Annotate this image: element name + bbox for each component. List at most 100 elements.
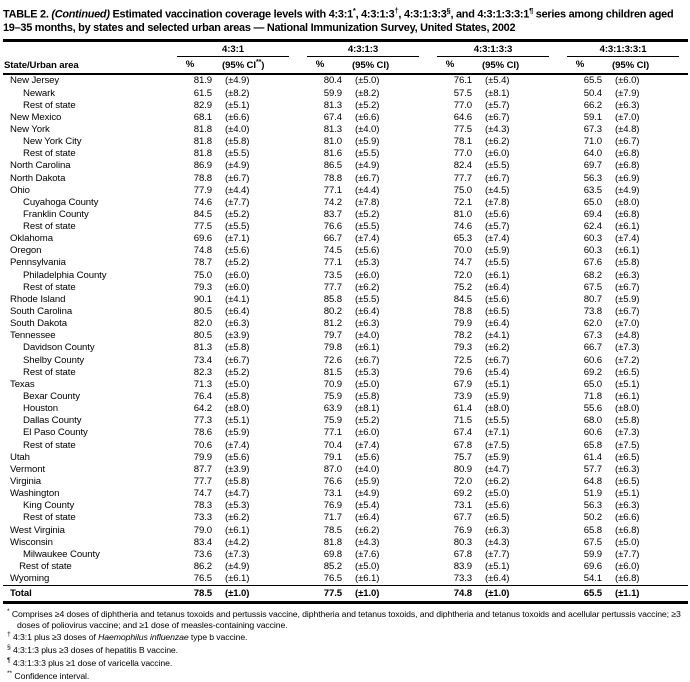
- ci-cell: (±6.4): [355, 306, 380, 318]
- ci-cell: (±8.0): [615, 403, 640, 415]
- pct-cell: 67.5: [583, 536, 603, 548]
- pct-cell: 54.1: [583, 573, 603, 585]
- pct-cell: 65.0: [583, 196, 603, 208]
- ci-cell: (±6.7): [485, 111, 510, 123]
- pct-cell: 67.4: [323, 111, 342, 123]
- pct-cell: 74.5: [323, 245, 342, 257]
- ci-cell: (±7.0): [615, 318, 640, 330]
- area-cell: Rest of state: [23, 221, 76, 233]
- ci-header: (95% CI): [602, 56, 689, 75]
- ci-cell: (±4.7): [485, 463, 510, 475]
- ci-header: (95% CI): [472, 56, 559, 75]
- ci-cell: (±8.0): [485, 403, 510, 415]
- pct-cell: 60.3: [583, 233, 603, 245]
- pct-cell: 76.9: [323, 500, 342, 512]
- ci-cell: (±7.8): [355, 196, 380, 208]
- pct-cell: 71.5: [453, 415, 473, 427]
- pct-cell: 67.3: [583, 330, 603, 342]
- footnote-marker: §: [7, 644, 11, 652]
- ci-cell: (±5.5): [225, 221, 250, 233]
- ci-cell: (±8.2): [225, 87, 250, 99]
- ci-cell: (±5.6): [485, 208, 510, 220]
- pct-cell: 78.6: [193, 427, 212, 439]
- pct-cell: 68.2: [583, 269, 603, 281]
- ci-cell: (±4.9): [225, 75, 250, 87]
- pct-cell: 65.8: [583, 524, 603, 536]
- ci-cell: (±6.4): [355, 512, 380, 524]
- table-row: South Dakota 82.0 (±6.3) 81.2 (±6.3) 79.9 (±6.…: [3, 318, 688, 330]
- pct-cell: 90.1: [193, 293, 212, 305]
- ci-cell: (±5.8): [225, 342, 250, 354]
- pct-cell: 76.5: [193, 573, 212, 585]
- ci-cell: (±5.0): [355, 75, 380, 87]
- pct-cell: 77.0: [453, 148, 473, 160]
- pct-cell: 81.3: [323, 99, 342, 111]
- ci-cell: (±7.8): [485, 196, 510, 208]
- pct-cell: 67.9: [453, 378, 473, 390]
- ci-cell: (±3.9): [225, 330, 250, 342]
- table-body: New Jersey 81.9 (±4.9) 80.4 (±5.0) 76.1 (±5.4)…: [3, 74, 688, 585]
- ci-cell: (±5.9): [485, 451, 510, 463]
- pct-cell: 85.8: [323, 293, 342, 305]
- table-row: Rest of state 82.3 (±5.2) 81.5 (±5.3) 79.6 (±5…: [3, 366, 688, 378]
- pct-cell: 63.9: [323, 403, 342, 415]
- area-cell: Oregon: [10, 245, 42, 257]
- pct-cell: 66.7: [583, 342, 603, 354]
- area-cell: Dallas County: [23, 415, 82, 427]
- pct-cell: 69.4: [583, 208, 603, 220]
- pct-cell: 64.6: [453, 111, 473, 123]
- ci-cell: (±6.7): [615, 281, 640, 293]
- pct-cell: 77.1: [323, 427, 342, 439]
- ci-cell: (±8.0): [225, 403, 250, 415]
- pct-header: %: [168, 56, 212, 75]
- ci-cell: (±6.0): [615, 75, 640, 87]
- ci-cell: (±6.5): [615, 451, 640, 463]
- pct-cell: 80.7: [583, 293, 603, 305]
- pct-cell: 62.4: [583, 221, 603, 233]
- pct-cell: 80.4: [323, 75, 342, 87]
- ci-cell: (±5.1): [485, 561, 510, 572]
- table-row: Rest of state 86.2 (±4.9) 85.2 (±5.0) 83.9 (±5…: [3, 560, 688, 572]
- pct-cell: 81.0: [323, 136, 342, 148]
- table-row: North Dakota 78.8 (±6.7) 78.8 (±6.7) 77.7 (±6.…: [3, 172, 688, 184]
- ci-cell: (±5.4): [485, 366, 510, 378]
- pct-cell: 79.9: [193, 451, 212, 463]
- ci-cell: (±6.2): [355, 524, 380, 536]
- pct-cell: 71.0: [583, 136, 603, 148]
- vaccination-coverage-table: State/Urban area 4:3:1 4:3:1:3 4:3:1:3:3…: [3, 38, 689, 604]
- pct-cell: 73.8: [583, 306, 603, 318]
- area-cell: Houston: [23, 403, 59, 415]
- pct-cell: 78.8: [193, 172, 212, 184]
- ci-cell: (±5.2): [355, 208, 380, 220]
- area-cell: Vermont: [10, 463, 46, 475]
- pct-cell: 59.9: [323, 87, 342, 99]
- area-cell: Philadelphia County: [23, 269, 107, 281]
- ci-cell: (±6.4): [485, 281, 510, 293]
- table-title: TABLE 2. (Continued) Estimated vaccinati…: [3, 6, 674, 35]
- pct-cell: 76.1: [453, 75, 473, 87]
- ci-cell: (±5.0): [355, 378, 380, 390]
- pct-cell: 65.8: [583, 439, 603, 451]
- ci-header: (95% CI**): [212, 56, 298, 75]
- ci-cell: (±5.4): [355, 500, 380, 512]
- ci-cell: (±5.1): [615, 378, 640, 390]
- pct-cell: 71.3: [193, 378, 212, 390]
- ci-cell: (±7.1): [225, 233, 250, 245]
- pct-cell: 65.5: [558, 584, 602, 603]
- ci-cell: (±7.2): [615, 354, 640, 366]
- pct-cell: 67.7: [453, 512, 473, 524]
- area-cell: Ohio: [10, 184, 30, 196]
- footnote: † 4:3:1 plus ≥3 doses of Haemophilus inf…: [7, 631, 248, 643]
- area-cell: South Carolina: [10, 306, 73, 318]
- table-row: Oregon 74.8 (±5.6) 74.5 (±5.6) 70.0 (±5.9) 60.3…: [3, 245, 688, 257]
- ci-cell: (±4.0): [225, 123, 250, 135]
- ci-cell: (±5.2): [225, 366, 250, 378]
- ci-cell: (±6.3): [615, 463, 640, 475]
- table-row: Rest of state 77.5 (±5.5) 76.6 (±5.5) 74.6 (±5…: [3, 221, 688, 233]
- pct-cell: 76.5: [323, 573, 342, 585]
- table-row: New York City 81.8 (±5.8) 81.0 (±5.9) 78.1 (±6…: [3, 136, 688, 148]
- ci-cell: (±7.7): [615, 548, 640, 560]
- ci-cell: (±4.0): [355, 330, 380, 342]
- ci-cell: (±4.4): [225, 184, 250, 196]
